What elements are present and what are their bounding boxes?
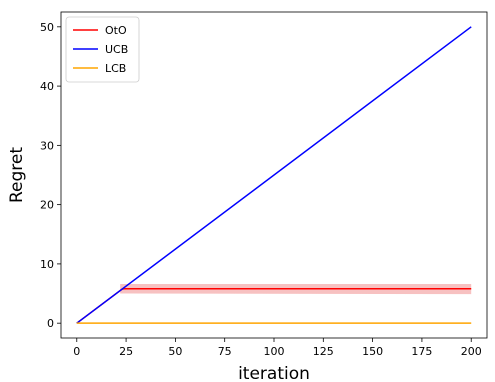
x-axis-label: iteration xyxy=(238,364,310,382)
x-tick-label: 100 xyxy=(264,345,285,358)
legend-box xyxy=(65,16,140,83)
y-tick-label: 30 xyxy=(40,139,54,152)
legend-label-oto: OtO xyxy=(105,24,127,37)
x-tick-label: 0 xyxy=(73,345,80,358)
x-tick-label: 200 xyxy=(461,345,482,358)
y-tick-label: 0 xyxy=(47,317,54,330)
legend: OtO UCB LCB xyxy=(65,16,140,83)
legend-label-ucb: UCB xyxy=(105,43,128,56)
series-lines xyxy=(76,26,472,324)
y-axis-ticks: 0 10 20 30 40 50 xyxy=(40,21,61,330)
series-line-ucb xyxy=(76,26,472,324)
x-tick-label: 175 xyxy=(411,345,432,358)
x-axis-ticks: 0 25 50 75 100 125 150 175 200 xyxy=(73,338,482,358)
y-tick-label: 20 xyxy=(40,199,54,212)
y-tick-label: 10 xyxy=(40,258,54,271)
y-tick-label: 50 xyxy=(40,21,54,34)
legend-label-lcb: LCB xyxy=(105,62,126,75)
y-axis-label: Regret xyxy=(7,147,27,203)
x-tick-label: 75 xyxy=(218,345,232,358)
x-tick-label: 150 xyxy=(362,345,383,358)
x-tick-label: 125 xyxy=(313,345,334,358)
x-tick-label: 25 xyxy=(119,345,133,358)
y-tick-label: 40 xyxy=(40,80,54,93)
x-tick-label: 50 xyxy=(168,345,182,358)
